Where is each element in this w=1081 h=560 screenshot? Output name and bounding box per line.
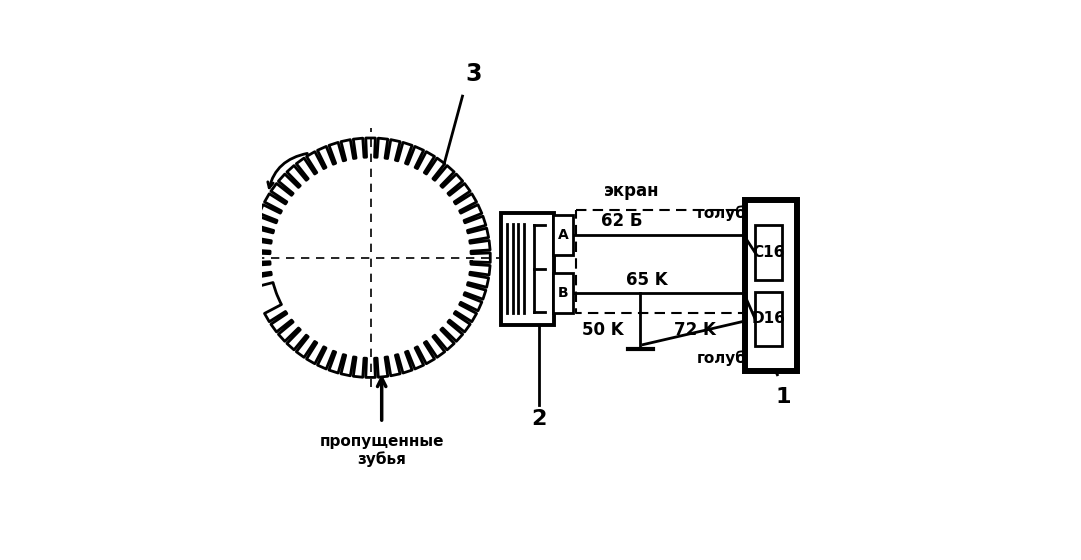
Text: C16: C16	[752, 245, 785, 260]
Text: A: A	[558, 228, 569, 242]
Bar	[553, 216, 573, 255]
Text: 62 Б: 62 Б	[601, 212, 643, 230]
Text: 3: 3	[466, 62, 482, 86]
Text: голуб.: голуб.	[697, 350, 752, 366]
Bar	[755, 292, 782, 346]
Text: D16: D16	[751, 311, 785, 326]
Text: 1: 1	[775, 387, 790, 407]
Text: 50 K: 50 K	[582, 321, 624, 339]
Bar	[745, 200, 798, 371]
Text: B: B	[558, 286, 569, 300]
Bar	[502, 213, 555, 325]
Bar	[553, 273, 573, 314]
Text: голуб.: голуб.	[697, 205, 752, 221]
Text: экран: экран	[604, 183, 659, 200]
Text: 65 K: 65 K	[626, 271, 668, 289]
Text: 72 K: 72 K	[673, 321, 716, 339]
Bar	[755, 225, 782, 279]
Text: пропущенные
зубья: пропущенные зубья	[320, 434, 444, 468]
Text: 2: 2	[532, 409, 547, 430]
